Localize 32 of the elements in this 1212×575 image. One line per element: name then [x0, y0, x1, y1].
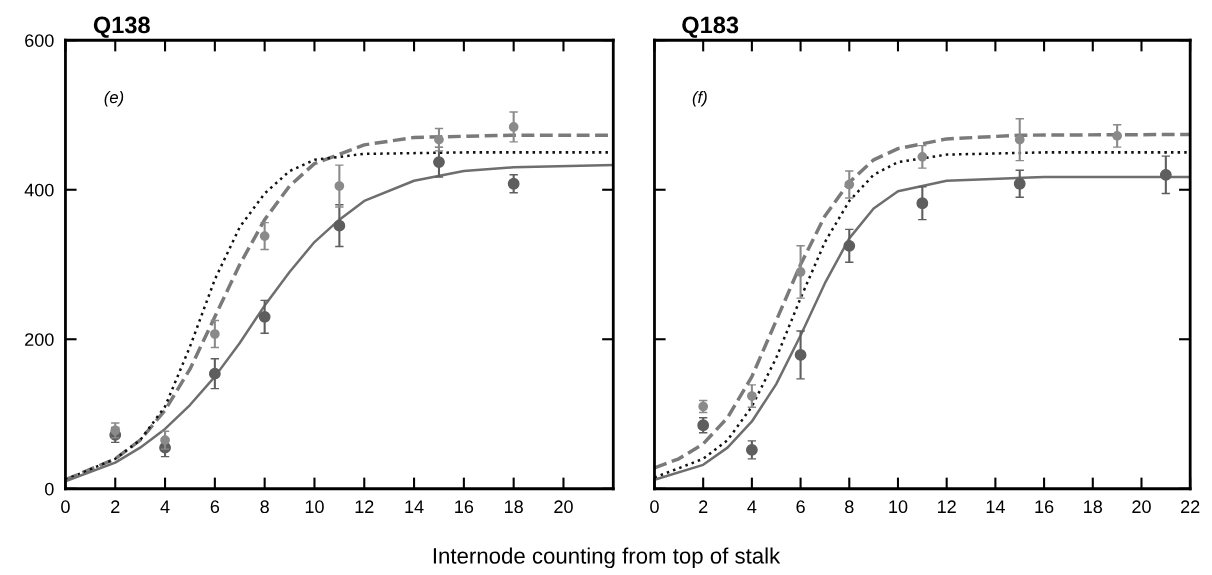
- x-tick-label: 22: [1181, 500, 1200, 513]
- x-tick-label: 0: [650, 500, 659, 514]
- y-tick-label: 600: [25, 34, 54, 47]
- annotation: (f): [692, 90, 707, 107]
- x-tick-label: 18: [1084, 500, 1103, 514]
- x-tick-label: 6: [210, 500, 220, 514]
- y-tick-label: 0: [45, 482, 54, 496]
- x-tick-label: 14: [405, 500, 424, 513]
- x-tick-label: 8: [845, 500, 854, 514]
- x-tick-label: 8: [260, 500, 269, 514]
- annotation: (e): [104, 90, 124, 107]
- x-tick-label: 16: [455, 500, 474, 514]
- x-tick-label: 4: [747, 500, 757, 513]
- x-axis-title: Internode counting from top of stalk: [433, 547, 781, 569]
- chart-title: Q183: [682, 16, 739, 38]
- x-tick-label: 4: [160, 500, 170, 513]
- x-tick-label: 20: [1132, 500, 1151, 514]
- x-tick-label: 2: [111, 500, 120, 513]
- x-tick-label: 2: [699, 500, 708, 513]
- x-tick-label: 20: [554, 500, 573, 514]
- x-tick-label: 16: [1035, 500, 1054, 514]
- x-tick-label: 0: [61, 500, 70, 514]
- x-tick-label: 12: [938, 500, 956, 513]
- x-tick-label: 10: [305, 500, 324, 514]
- chart-title: Q138: [93, 16, 150, 38]
- x-tick-label: 18: [505, 500, 523, 514]
- x-tick-label: 10: [889, 500, 908, 514]
- x-tick-label: 6: [796, 500, 805, 514]
- y-tick-label: 200: [25, 333, 54, 346]
- x-tick-label: 14: [986, 500, 1005, 513]
- y-tick-label: 400: [24, 183, 54, 197]
- x-tick-label: 12: [355, 500, 374, 513]
